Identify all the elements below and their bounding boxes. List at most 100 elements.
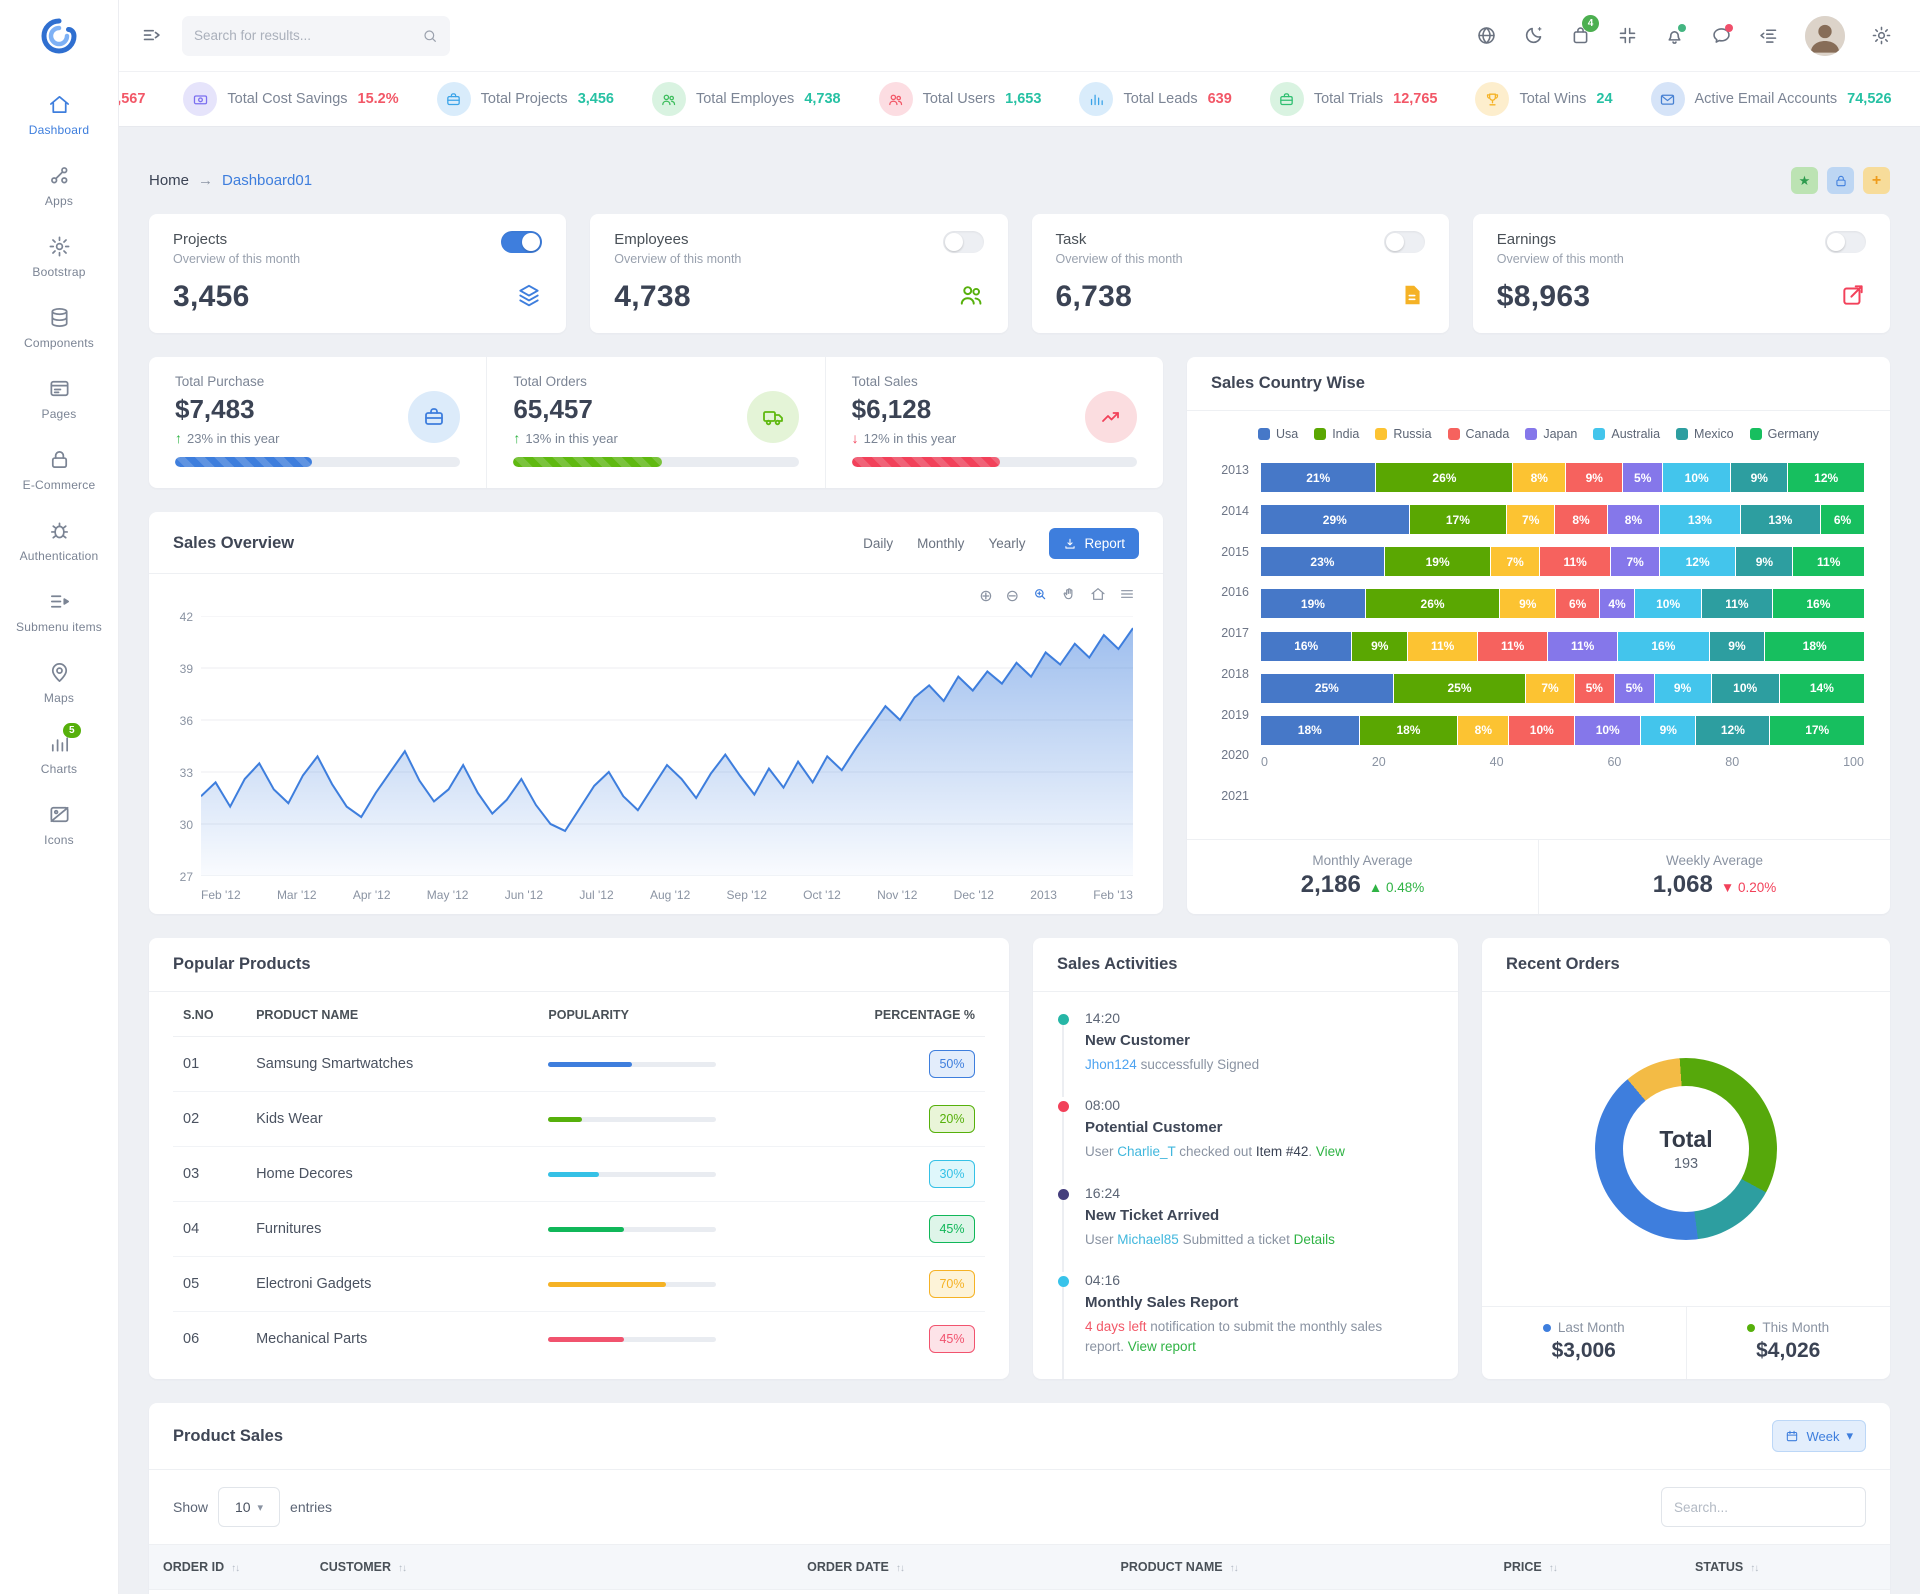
chat-icon[interactable] xyxy=(1711,24,1733,46)
legend-item-usa[interactable]: Usa xyxy=(1257,427,1298,441)
bar-segment-india[interactable]: 26% xyxy=(1376,463,1514,492)
bar-segment-australia[interactable]: 9% xyxy=(1654,673,1712,703)
bar-segment-australia[interactable]: 12% xyxy=(1659,547,1737,577)
sortable-column-price[interactable]: PRICE ↑↓ xyxy=(1489,1544,1682,1591)
star-button[interactable]: ★ xyxy=(1791,167,1818,194)
sortable-column-product-name[interactable]: PRODUCT NAME ↑↓ xyxy=(1106,1544,1490,1591)
tab-monthly[interactable]: Monthly xyxy=(917,536,965,551)
sortable-column-order-id[interactable]: ORDER ID ↑↓ xyxy=(149,1544,306,1591)
sidebar-item-dashboard[interactable]: Dashboard xyxy=(0,93,118,137)
bar-segment-mexico[interactable]: 11% xyxy=(1702,589,1773,619)
bar-segment-canada[interactable]: 6% xyxy=(1556,589,1600,619)
activity-desc-part[interactable]: Michael85 xyxy=(1117,1231,1179,1247)
compress-icon[interactable] xyxy=(1617,25,1638,46)
sidebar-item-icons[interactable]: Icons xyxy=(0,803,118,847)
align-left-icon[interactable] xyxy=(1758,25,1779,46)
bar-segment-russia[interactable]: 9% xyxy=(1500,589,1557,619)
bar-segment-canada[interactable]: 8% xyxy=(1555,505,1608,535)
bar-segment-germany[interactable]: 17% xyxy=(1770,715,1864,745)
bar-segment-australia[interactable]: 16% xyxy=(1618,631,1710,661)
legend-item-japan[interactable]: Japan xyxy=(1525,427,1577,441)
product-row[interactable]: 03 Home Decores 30% xyxy=(173,1146,985,1202)
bar-segment-mexico[interactable]: 9% xyxy=(1731,463,1789,492)
bar-segment-india[interactable]: 18% xyxy=(1359,715,1459,745)
order-row[interactable]: #024153 Trevor Thomson 19-11-2020 T-shir… xyxy=(149,1590,1890,1594)
bar-segment-germany[interactable]: 12% xyxy=(1788,463,1865,492)
bar-segment-canada[interactable]: 9% xyxy=(1566,463,1624,492)
legend-item-canada[interactable]: Canada xyxy=(1447,427,1509,441)
bar-segment-canada[interactable]: 11% xyxy=(1478,631,1549,661)
bar-segment-mexico[interactable]: 9% xyxy=(1736,547,1794,577)
menu-icon[interactable] xyxy=(1119,586,1135,606)
sortable-column-customer[interactable]: CUSTOMER ↑↓ xyxy=(305,1544,794,1591)
sidebar-item-maps[interactable]: Maps xyxy=(0,661,118,705)
bar-segment-mexico[interactable]: 9% xyxy=(1709,631,1766,661)
pan-icon[interactable] xyxy=(1061,586,1077,606)
bar-segment-australia[interactable]: 10% xyxy=(1635,589,1703,619)
app-logo[interactable] xyxy=(0,0,118,71)
activity-desc-part[interactable]: View report xyxy=(1127,1339,1196,1354)
table-search-input[interactable] xyxy=(1661,1487,1866,1528)
sidebar-item-bootstrap[interactable]: Bootstrap xyxy=(0,235,118,279)
bar-segment-usa[interactable]: 19% xyxy=(1261,589,1366,619)
bar-segment-japan[interactable]: 5% xyxy=(1614,673,1655,703)
bar-segment-australia[interactable]: 13% xyxy=(1660,505,1741,535)
bar-segment-russia[interactable]: 7% xyxy=(1491,547,1540,577)
search-icon[interactable] xyxy=(422,28,438,44)
bar-segment-mexico[interactable]: 12% xyxy=(1696,715,1771,745)
product-row[interactable]: 01 Samsung Smartwatches 50% xyxy=(173,1036,985,1092)
bar-segment-russia[interactable]: 7% xyxy=(1526,673,1575,703)
sidebar-item-e-commerce[interactable]: E-Commerce xyxy=(0,448,118,492)
activity-desc-part[interactable]: Details xyxy=(1293,1231,1335,1247)
bar-segment-russia[interactable]: 7% xyxy=(1507,505,1556,535)
legend-item-australia[interactable]: Australia xyxy=(1593,427,1660,441)
bar-segment-japan[interactable]: 5% xyxy=(1623,463,1664,492)
bar-segment-germany[interactable]: 11% xyxy=(1793,547,1864,577)
bar-segment-germany[interactable]: 18% xyxy=(1765,631,1865,661)
bar-segment-japan[interactable]: 11% xyxy=(1548,631,1619,661)
legend-item-india[interactable]: India xyxy=(1314,427,1359,441)
bar-segment-japan[interactable]: 7% xyxy=(1611,547,1660,577)
bar-segment-usa[interactable]: 29% xyxy=(1261,505,1410,535)
bar-segment-russia[interactable]: 11% xyxy=(1408,631,1479,661)
legend-item-germany[interactable]: Germany xyxy=(1749,427,1819,441)
tab-yearly[interactable]: Yearly xyxy=(988,536,1026,551)
search-input[interactable] xyxy=(194,28,414,43)
stat-card-toggle[interactable] xyxy=(1383,231,1425,253)
bar-segment-india[interactable]: 17% xyxy=(1409,505,1508,535)
product-row[interactable]: 04 Furnitures 45% xyxy=(173,1201,985,1257)
bar-segment-india[interactable]: 19% xyxy=(1384,547,1492,577)
activity-desc-part[interactable]: Jhon124 xyxy=(1085,1057,1137,1072)
sidebar-item-submenu-items[interactable]: Submenu items xyxy=(0,590,118,634)
breadcrumb-home[interactable]: Home xyxy=(149,172,190,189)
tab-daily[interactable]: Daily xyxy=(863,536,894,551)
activity-desc-part[interactable]: Charlie_T xyxy=(1117,1144,1176,1160)
moon-icon[interactable] xyxy=(1523,25,1544,46)
plus-button[interactable]: + xyxy=(1863,167,1890,194)
user-avatar[interactable] xyxy=(1805,15,1845,56)
bar-segment-australia[interactable]: 10% xyxy=(1663,463,1732,492)
bar-segment-usa[interactable]: 23% xyxy=(1261,547,1385,577)
bar-segment-japan[interactable]: 10% xyxy=(1575,715,1642,745)
bar-segment-usa[interactable]: 16% xyxy=(1261,631,1353,661)
bar-segment-australia[interactable]: 9% xyxy=(1641,715,1697,745)
report-button[interactable]: Report xyxy=(1049,528,1139,559)
stat-card-toggle[interactable] xyxy=(942,231,984,253)
bell-icon[interactable] xyxy=(1664,24,1686,46)
home-icon[interactable] xyxy=(1090,586,1106,606)
bar-segment-mexico[interactable]: 13% xyxy=(1740,505,1822,535)
sortable-column-order-date[interactable]: ORDER DATE ↑↓ xyxy=(793,1544,1107,1591)
zoom-out-icon[interactable]: ⊖ xyxy=(1005,588,1019,605)
bar-segment-india[interactable]: 9% xyxy=(1352,631,1409,661)
sidebar-item-apps[interactable]: Apps xyxy=(0,164,118,208)
legend-item-russia[interactable]: Russia xyxy=(1375,427,1432,441)
bar-segment-japan[interactable]: 4% xyxy=(1599,589,1636,619)
breadcrumb-current[interactable]: Dashboard01 xyxy=(222,172,313,189)
bar-segment-mexico[interactable]: 10% xyxy=(1711,673,1780,703)
bar-segment-germany[interactable]: 14% xyxy=(1779,673,1865,703)
bar-segment-india[interactable]: 25% xyxy=(1393,673,1527,703)
bar-segment-russia[interactable]: 8% xyxy=(1458,715,1510,745)
sidebar-item-pages[interactable]: Pages xyxy=(0,377,118,421)
lock-button[interactable] xyxy=(1827,167,1854,194)
activity-desc-part[interactable]: View xyxy=(1315,1144,1345,1160)
